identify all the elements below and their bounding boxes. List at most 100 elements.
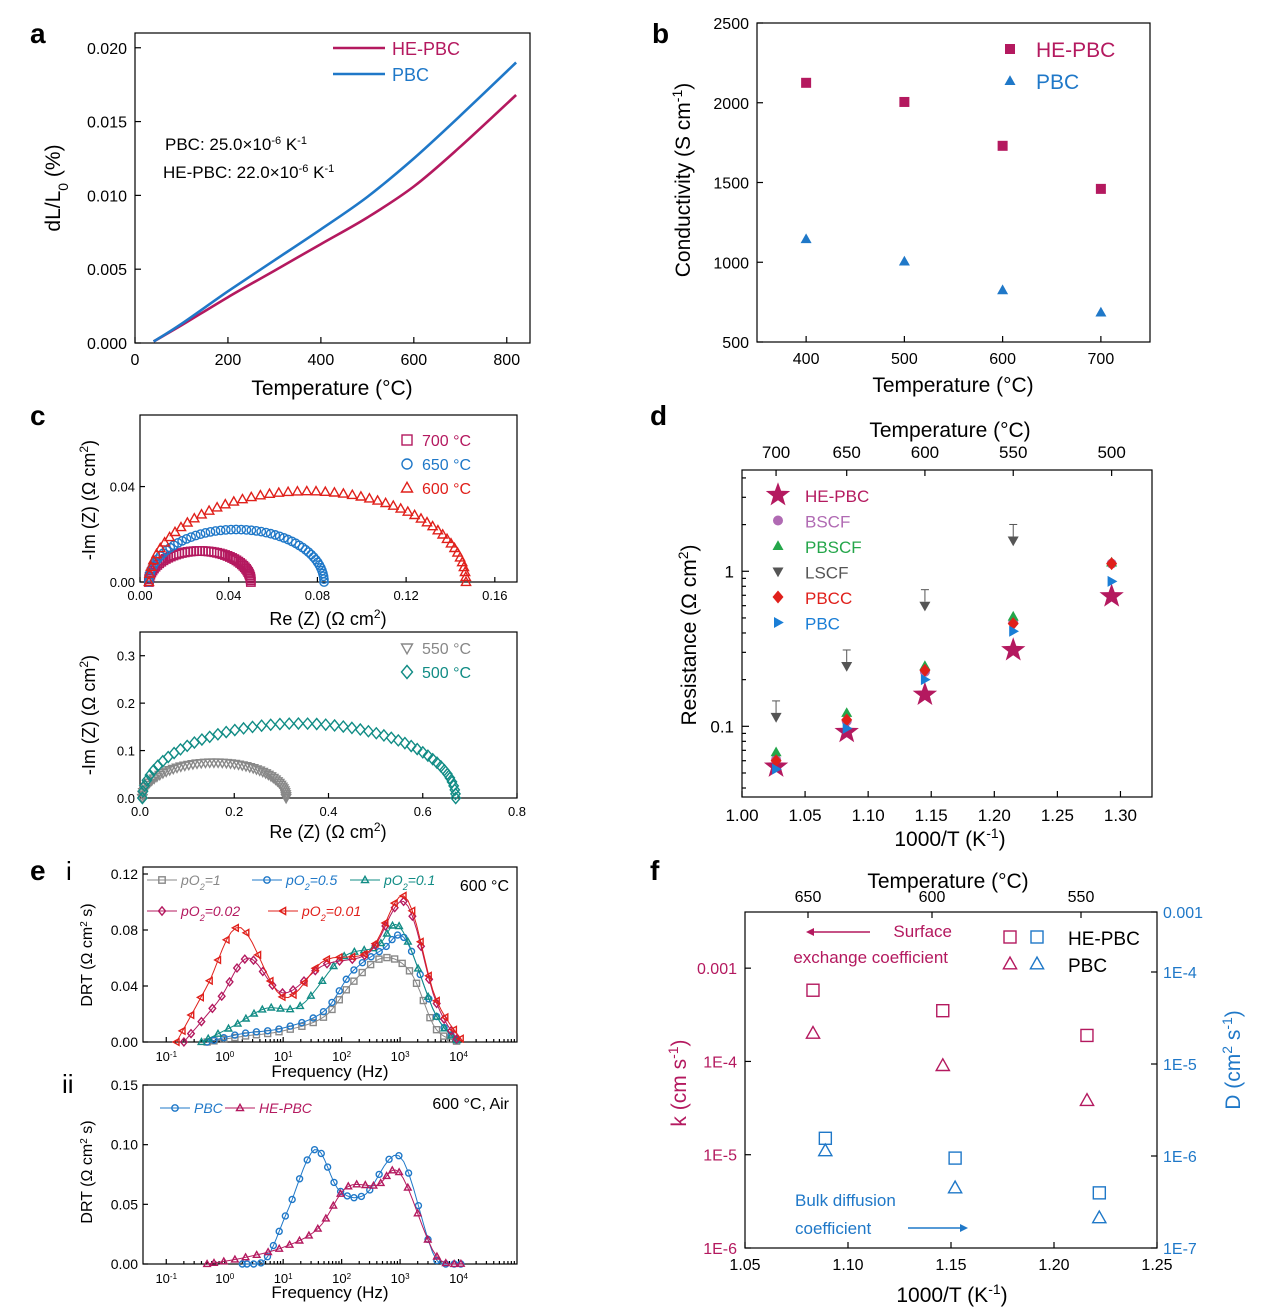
panel-f-arrowhead-bulk	[960, 1224, 968, 1232]
panel-e-i-point	[240, 954, 250, 965]
panel-d-legend-label: PBC	[805, 615, 840, 634]
panel-c-bottom-point	[265, 718, 277, 732]
panel-e-i-point	[204, 976, 213, 986]
panel-e-i-point	[224, 1023, 233, 1032]
panel-f-y2tick-label: 1E-5	[1163, 1057, 1197, 1074]
panel-c-top-point	[441, 532, 453, 544]
panel-e-ii-point	[403, 1182, 413, 1191]
panel-d-point	[1107, 575, 1118, 587]
panel-e-i-point	[382, 928, 392, 937]
panel-f-y2tick-label: 0.001	[1163, 905, 1203, 922]
panel-b-xlabel: Temperature (°C)	[872, 374, 1033, 397]
panel-c-top-point	[150, 547, 163, 559]
panel-e-ii-point	[209, 1258, 219, 1267]
panel-e-ii-legend-marker	[235, 1102, 245, 1112]
panel-b-point	[997, 140, 1008, 151]
panel-d-top-tick-label: 600	[911, 443, 939, 462]
panel-e-i-point	[440, 1032, 448, 1040]
panel-e-i-point	[241, 1029, 250, 1037]
panel-f-arrowhead-surface	[806, 928, 814, 936]
panel-f-legend-label: PBC	[1068, 956, 1107, 977]
panel-f-point	[1092, 1186, 1107, 1200]
panel-e-i-point	[225, 976, 234, 987]
panel-c-top-point	[256, 526, 267, 537]
panel-e-i-point	[177, 1026, 186, 1036]
panel-c-bottom-point	[280, 792, 292, 803]
panel-e-i-point	[376, 938, 386, 947]
panel-f-ytick-label: 0.001	[697, 961, 737, 978]
panel-b-frame	[756, 22, 1151, 343]
panel-f-legend-marker	[1029, 955, 1045, 970]
panel-f-y2tick-label: 1E-6	[1163, 1149, 1197, 1166]
panel-e-i-ytick-label: 0.04	[111, 978, 138, 994]
panel-e-i-point	[335, 996, 343, 1004]
panel-e-i-point	[232, 963, 242, 973]
panel-e-ii-point	[350, 1194, 358, 1202]
panel-c-top-ytick-label: 0.04	[110, 480, 135, 495]
panel-c-top-point	[346, 488, 359, 500]
panel-e-i-point	[423, 991, 433, 1000]
panel-c-top-point	[226, 524, 236, 535]
panel-c-bottom-point	[212, 727, 224, 741]
panel-b-point	[997, 284, 1009, 295]
panel-e-ii-point	[263, 1247, 273, 1256]
panel-c-bottom-point	[444, 771, 456, 785]
panel-c-bottom-xtick-label: 0.6	[414, 804, 432, 819]
panel-f-ytick-label: 1E-6	[703, 1241, 737, 1258]
panel-d-top-axis-label: Temperature (°C)	[869, 419, 1030, 442]
panel-c-bottom-point	[274, 717, 286, 731]
panel-c-top-xtick-label: 0.08	[305, 588, 330, 603]
panel-e-i-point	[310, 963, 319, 973]
panel-f-xtick-label: 1.25	[1141, 1257, 1172, 1274]
panel-c-top-point	[355, 490, 367, 501]
panel-e-i-point	[440, 1012, 449, 1022]
panel-e-ii-point	[241, 1252, 251, 1261]
panel-d-point	[770, 754, 782, 768]
panel-c-top-point	[328, 486, 341, 497]
panel-e-i-point	[412, 979, 421, 987]
panel-c-top-point	[459, 565, 471, 577]
panel-e-i-point	[306, 990, 316, 999]
panel-e-i-legend-label: pO2=0.02	[180, 903, 240, 923]
panel-f-y2tick-label: 1E-4	[1163, 965, 1197, 982]
panel-f-ylabel: k (cm s-1)	[665, 1039, 691, 1126]
panel-c-bottom-point	[280, 793, 292, 805]
panel-e-ii-point	[343, 1181, 353, 1190]
panel-e-i-point	[233, 1018, 243, 1027]
panel-e-i-ytick-label: 0.08	[111, 922, 138, 938]
panel-e-i-point	[286, 1022, 294, 1030]
panel-e-i-point	[253, 950, 262, 960]
panel-e-i-point	[328, 1005, 336, 1014]
panel-e-i-point	[415, 937, 424, 947]
panel-f-y2label: D (cm2 s-1)	[1219, 1010, 1245, 1110]
panel-c-bottom-point	[449, 783, 461, 797]
panel-e-i-legend-label: pO2=0.5	[285, 872, 338, 892]
panel-e-i-point	[322, 954, 331, 964]
panel-e-ii-point	[317, 1149, 325, 1158]
panel-e-i-point	[383, 953, 391, 962]
panel-f-point	[805, 1025, 821, 1039]
panel-c-bottom-legend-marker	[400, 643, 414, 656]
panel-d-point	[1099, 583, 1124, 607]
panel-f-point	[1091, 1209, 1108, 1224]
panel-e-i-point	[394, 921, 404, 930]
panel-c-top-point	[379, 496, 392, 508]
panel-c-bottom-point	[329, 718, 341, 732]
panel-c-top-point	[436, 528, 449, 539]
panel-e-i-point	[388, 935, 396, 944]
panel-a-annotation-hepbc: HE-PBC: 22.0×10-6 K-1	[163, 163, 334, 182]
panel-c-bottom-ytick-label: 0.1	[117, 744, 135, 759]
panel-e-i-point	[299, 978, 308, 988]
panel-e-i-point	[398, 959, 406, 968]
panel-c-top-point	[195, 508, 208, 519]
panel-e-i-xtick-label: 102	[332, 1049, 351, 1064]
panel-b-xtick-label: 400	[793, 351, 820, 368]
panel-f-point	[936, 1003, 950, 1018]
panel-c-top-legend-label: 700 °C	[422, 433, 471, 450]
panel-c-top-point	[415, 512, 427, 523]
panel-f-top-tick-label: 550	[1068, 889, 1095, 906]
panel-f-legend-marker	[1030, 930, 1044, 944]
panel-c-top-point	[310, 485, 322, 496]
panel-c-bottom-point	[144, 768, 156, 782]
panel-c-top-point	[143, 575, 155, 587]
